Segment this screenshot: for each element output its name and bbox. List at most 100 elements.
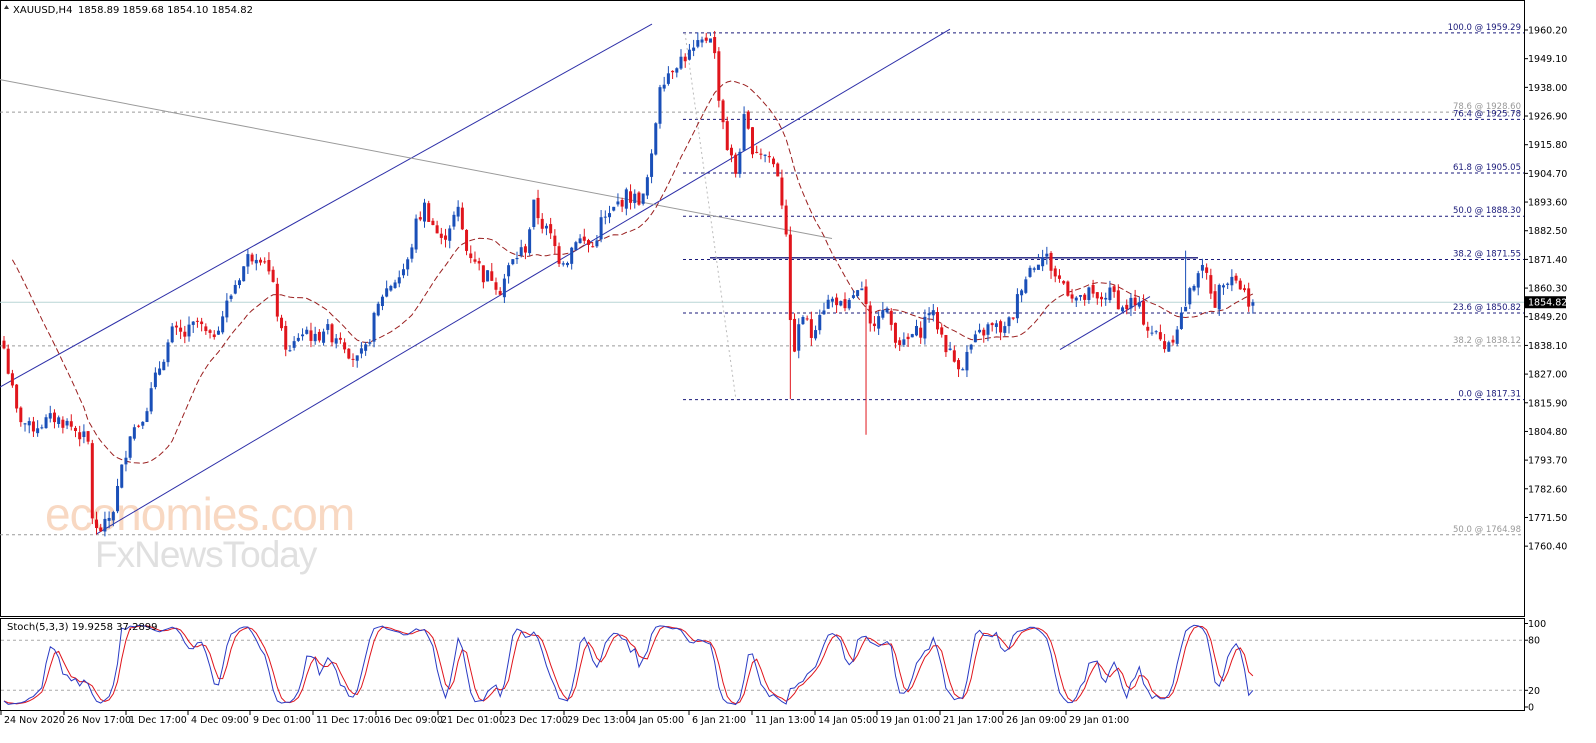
candle-body: [914, 325, 918, 336]
candle-body: [923, 316, 927, 339]
candle: [544, 223, 548, 236]
candle-body: [1150, 332, 1154, 334]
candle: [603, 210, 607, 225]
candle-body: [326, 324, 330, 330]
candle-body: [835, 297, 839, 306]
channel-lower-line[interactable]: [95, 28, 951, 535]
candle-body: [90, 443, 94, 519]
candle: [826, 294, 830, 310]
candle-body: [671, 70, 675, 73]
candle: [27, 417, 31, 434]
watermark-brand2: FxNewsToday: [95, 534, 318, 575]
candle: [599, 209, 603, 243]
time-tick-label: 14 Jan 05:00: [818, 715, 878, 726]
candle-body: [549, 224, 553, 234]
candles: [2, 30, 1255, 537]
candle: [427, 200, 431, 222]
fib-anchor-line[interactable]: [684, 33, 737, 400]
candle: [48, 405, 52, 423]
candle: [401, 263, 405, 279]
candle: [271, 266, 275, 283]
candle: [1049, 251, 1053, 279]
candle: [969, 343, 973, 354]
candle-body: [187, 324, 191, 337]
candle-body: [1242, 288, 1246, 291]
candle: [44, 414, 48, 429]
collapse-arrow-icon[interactable]: [4, 5, 9, 9]
candle: [645, 174, 649, 200]
candle: [923, 309, 927, 345]
candle-body: [486, 270, 490, 282]
candle: [910, 333, 914, 338]
candle: [540, 213, 544, 234]
candle: [629, 184, 633, 210]
candle: [414, 214, 418, 253]
candle-body: [750, 127, 754, 155]
candle: [452, 211, 456, 230]
candle-body: [1226, 283, 1230, 285]
candle-body: [658, 87, 662, 124]
candle: [574, 240, 578, 251]
candle-body: [1087, 287, 1091, 300]
candle: [973, 330, 977, 343]
candle-body: [57, 417, 61, 424]
candle-body: [61, 419, 65, 428]
candle: [153, 367, 157, 390]
candle: [99, 523, 103, 533]
candle-body: [473, 259, 477, 262]
candle-body: [856, 290, 860, 296]
candle: [982, 327, 986, 343]
candle-body: [393, 282, 397, 288]
candle-body: [1192, 285, 1196, 291]
candle-body: [721, 100, 725, 123]
candle-body: [969, 344, 973, 350]
candle: [692, 39, 696, 57]
candle-body: [1188, 288, 1192, 305]
candle-body: [860, 288, 864, 291]
candle: [856, 289, 860, 299]
candle: [166, 339, 170, 367]
candle: [944, 334, 948, 357]
candle-body: [99, 527, 103, 532]
moving-average: [11, 80, 1254, 464]
candle-body: [826, 299, 830, 309]
candle: [284, 320, 288, 357]
candle-body: [1146, 326, 1150, 331]
candle-body: [1024, 279, 1028, 293]
candle: [90, 439, 94, 525]
candle-body: [368, 342, 372, 344]
candle-body: [1078, 295, 1082, 297]
fib-label: 61.8 @ 1905.05: [1453, 163, 1521, 173]
candle-body: [309, 330, 313, 341]
candle: [397, 270, 401, 288]
channel-upper-line[interactable]: [0, 23, 653, 388]
candle: [839, 300, 843, 307]
candle: [107, 511, 111, 529]
candle-body: [637, 192, 641, 205]
candle-body: [847, 299, 851, 309]
candle-body: [523, 246, 527, 253]
downtrend-line[interactable]: [0, 79, 833, 239]
candle: [435, 220, 439, 234]
candle: [376, 301, 380, 317]
candle: [1179, 307, 1183, 330]
candle-body: [755, 151, 759, 153]
candle-body: [1032, 268, 1036, 270]
candle: [1175, 326, 1179, 347]
candle-body: [839, 301, 843, 306]
price-tick-label: 1793.70: [1528, 456, 1567, 467]
candle: [330, 322, 334, 347]
candle: [637, 191, 641, 206]
stoch-axis: 100 80 20 0: [1524, 619, 1546, 714]
candle: [52, 409, 56, 429]
candle: [10, 369, 14, 388]
candle-body: [708, 38, 712, 43]
candle-body: [418, 217, 422, 220]
candle: [351, 353, 355, 367]
candle: [1087, 286, 1091, 304]
candle-body: [608, 213, 612, 218]
candle: [767, 151, 771, 163]
candle: [1142, 294, 1146, 326]
candle-body: [1003, 326, 1007, 333]
